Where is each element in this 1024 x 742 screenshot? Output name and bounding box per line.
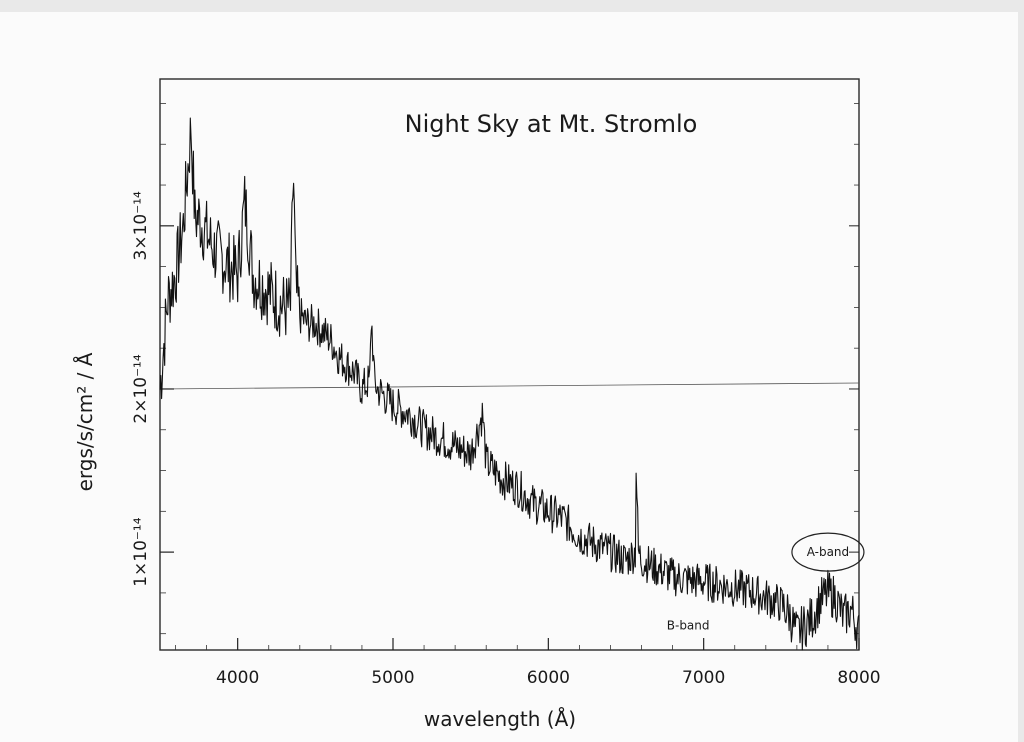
x-axis-ticks: [175, 638, 860, 650]
plot-frame: [159, 78, 860, 651]
a-band-label: A-band: [807, 545, 849, 559]
spectrum-chart: Night Sky at Mt. Stromlo 4000 5000 6000 700…: [73, 78, 881, 731]
x-axis-tick-labels: 4000 5000 6000 7000 8000: [216, 668, 881, 688]
y-tick-label-1: 1×10⁻¹⁴: [131, 517, 151, 586]
spectrum-series-line: [159, 117, 860, 651]
x-tick-label-7000: 7000: [682, 668, 725, 688]
paper-sheet: Night Sky at Mt. Stromlo 4000 5000 6000 700…: [0, 12, 1018, 742]
chart-title: Night Sky at Mt. Stromlo: [405, 110, 698, 138]
x-tick-label-4000: 4000: [216, 668, 259, 688]
y-axis-ticks: [160, 103, 859, 635]
x-tick-label-6000: 6000: [527, 668, 570, 688]
x-tick-label-8000: 8000: [837, 668, 880, 688]
y-axis-tick-labels: 1×10⁻¹⁴ 2×10⁻¹⁴ 3×10⁻¹⁴: [131, 191, 151, 587]
a-band-circle: [791, 532, 865, 572]
y-tick-label-3: 3×10⁻¹⁴: [131, 191, 151, 260]
y-tick-label-2: 2×10⁻¹⁴: [131, 354, 151, 423]
reference-line: [159, 382, 860, 390]
y-axis-label: ergs/s/cm² / Å: [73, 352, 97, 491]
b-band-label: B-band: [667, 619, 710, 633]
x-tick-label-5000: 5000: [371, 668, 414, 688]
x-axis-label: wavelength (Å): [424, 707, 576, 731]
